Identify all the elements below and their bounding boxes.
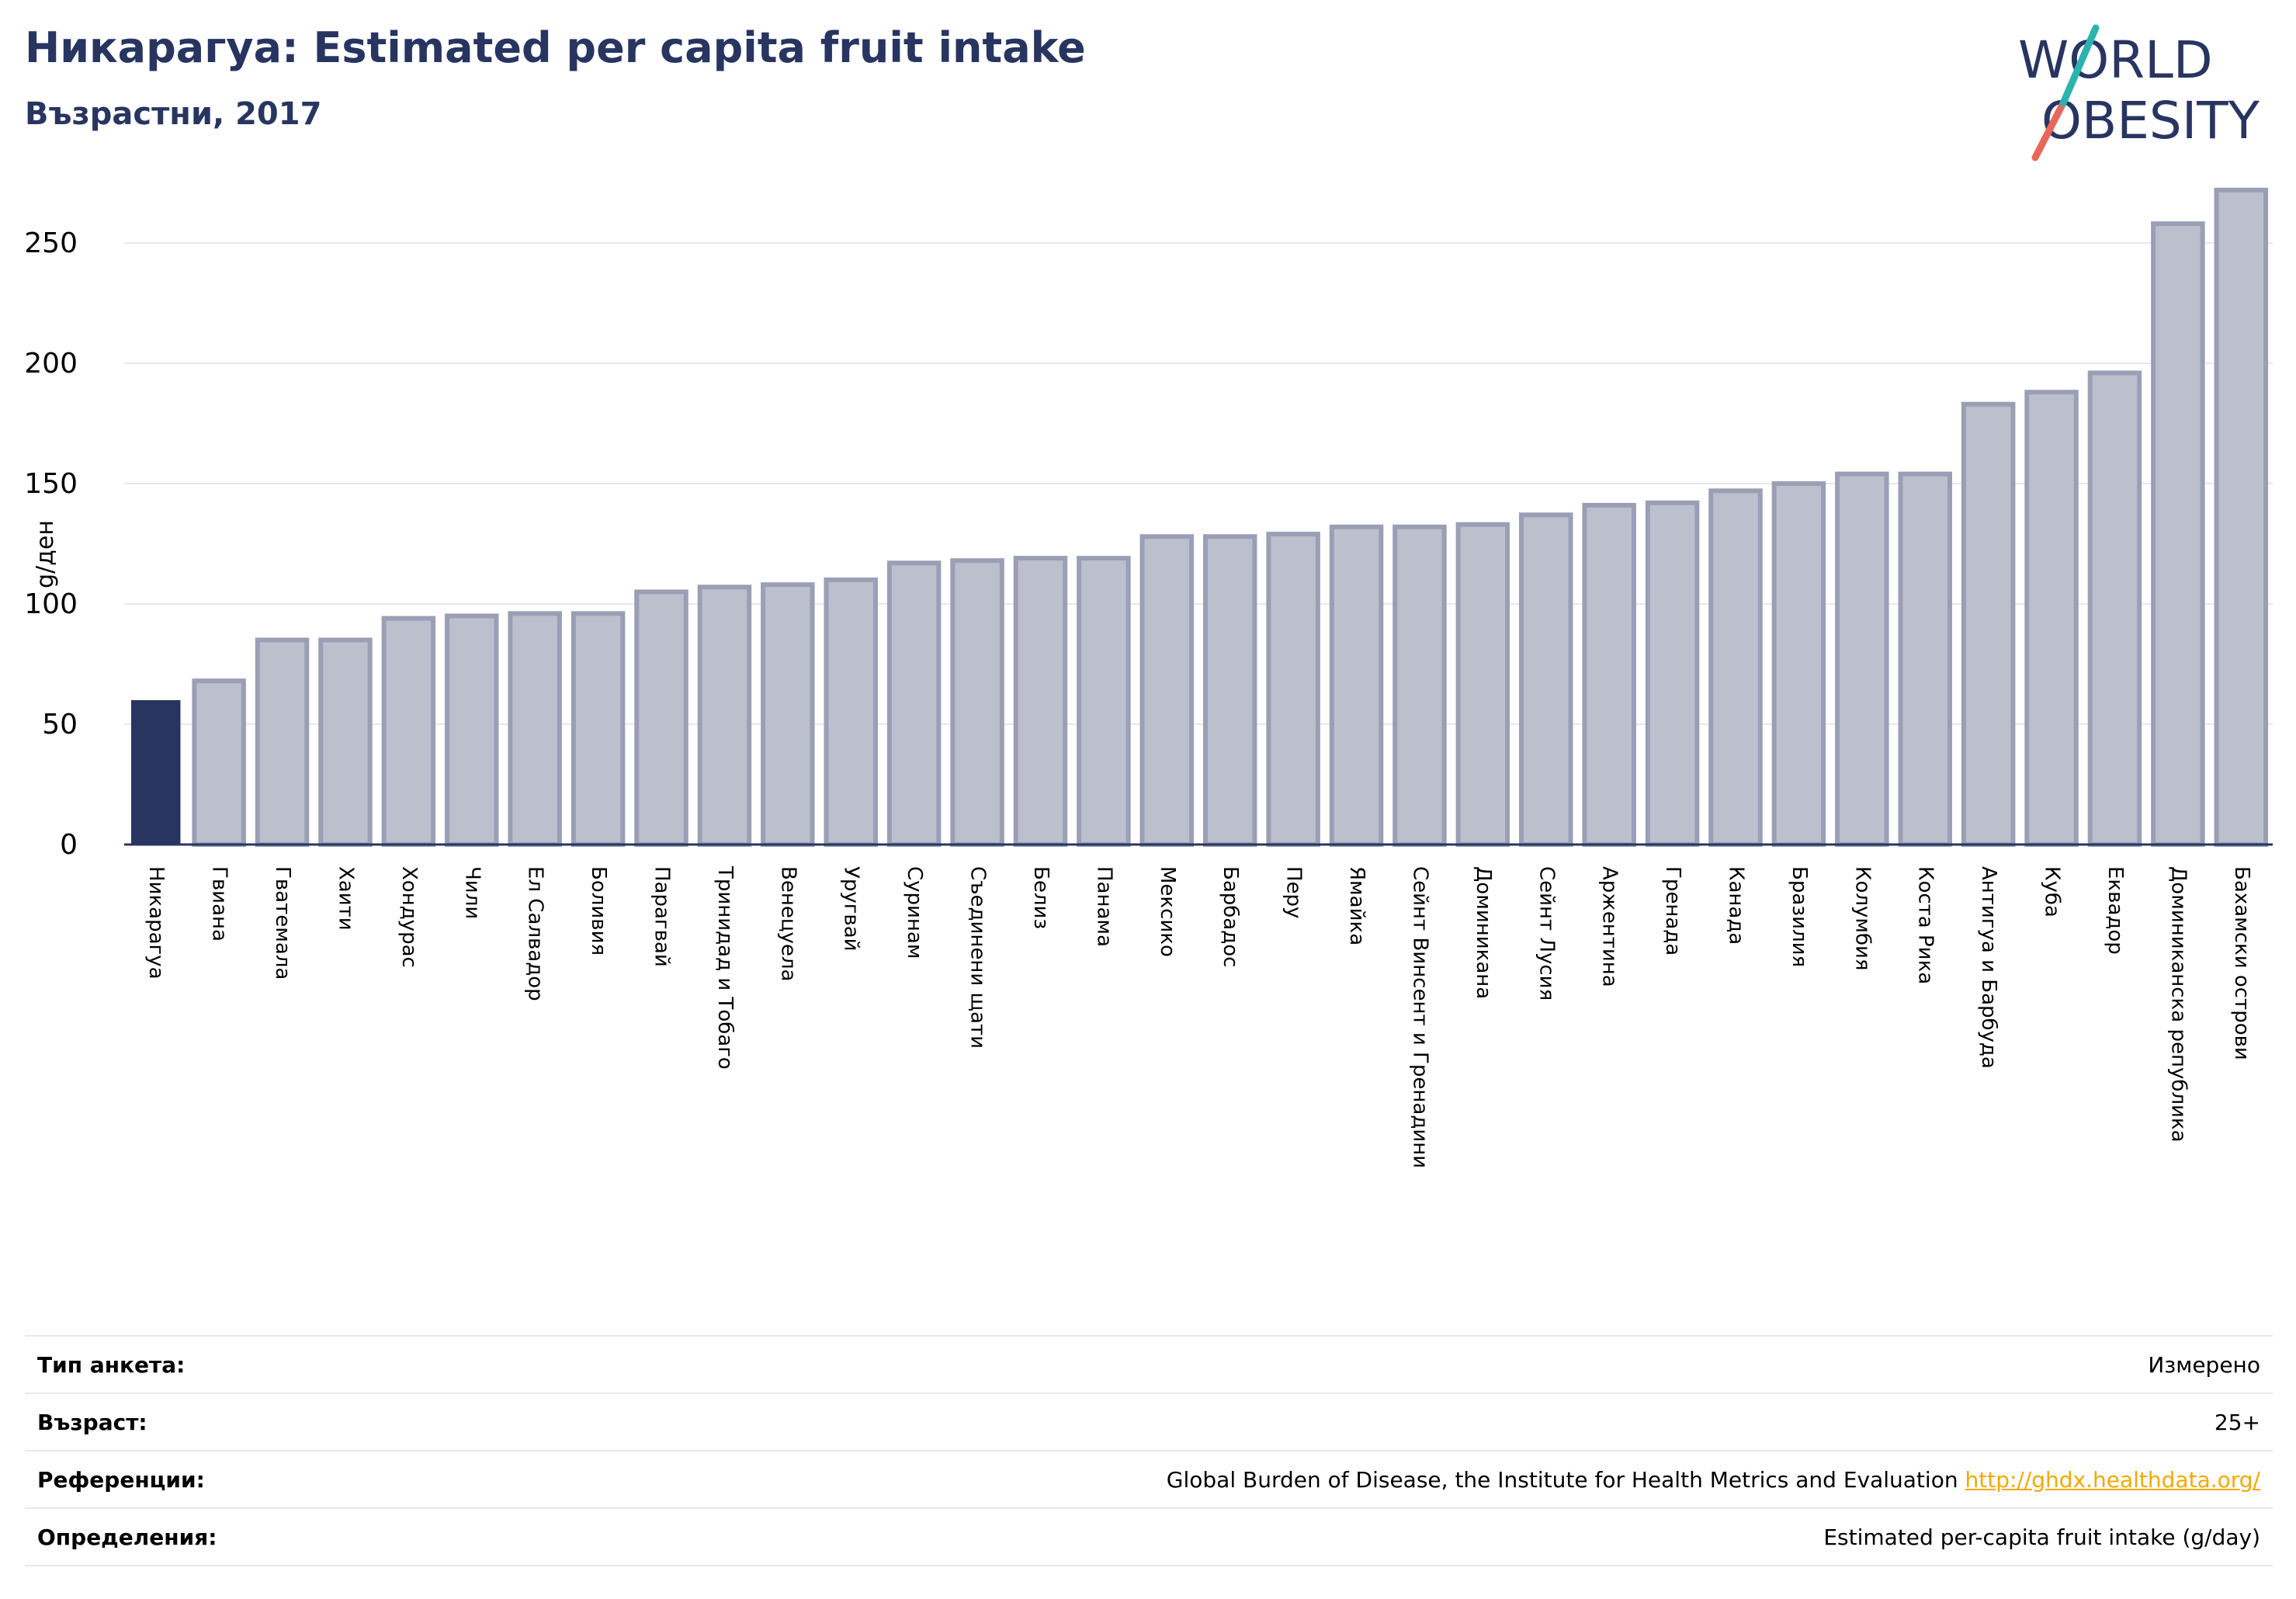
x-tick-label: Колумбия: [1850, 866, 1874, 971]
info-label: Определения:: [37, 1524, 217, 1550]
bar: [2214, 187, 2269, 848]
bar: [1077, 556, 1131, 847]
bar: [634, 589, 688, 847]
y-axis-label: g/ден: [32, 520, 59, 588]
chart-title: Никарагуа: Estimated per capita fruit in…: [25, 23, 1086, 72]
x-tick-label: Доминикана: [1472, 866, 1495, 999]
x-tick-label: Ямайка: [1345, 866, 1368, 945]
bar: [1708, 488, 1763, 847]
x-tick-label: Боливия: [587, 866, 610, 956]
bar: [761, 582, 815, 847]
x-tick-label: Сейнт Винсент и Гренадини: [1408, 866, 1431, 1168]
bar: [2024, 390, 2079, 847]
x-tick-label: Венецуела: [776, 866, 799, 981]
bar: [950, 558, 1004, 847]
bar: [1519, 512, 1573, 847]
logo-line1: WORLD: [2018, 30, 2213, 90]
x-tick-label: Съединени щати: [966, 866, 990, 1049]
bar: [2151, 221, 2205, 847]
bar: [381, 616, 436, 847]
x-tick-label: Никарагуа: [144, 866, 168, 980]
x-tick-label: Куба: [2041, 866, 2064, 917]
x-tick-label: Хаити: [334, 866, 357, 931]
x-tick-label: Ел Салвадор: [524, 866, 547, 1001]
x-tick-label: Мексико: [1156, 866, 1179, 957]
x-tick-label: Коста Рика: [1914, 866, 1937, 984]
info-row-definitions: Определения: Estimated per-capita fruit …: [25, 1507, 2273, 1566]
bar: [1329, 524, 1384, 847]
bar: [697, 584, 752, 847]
bar: [1645, 500, 1700, 847]
info-label: Тип анкета:: [37, 1352, 186, 1378]
bar: [508, 611, 562, 848]
x-tick-label: Хондурас: [397, 866, 421, 968]
y-tick-label: 100: [24, 588, 78, 620]
x-tick-label: Чили: [460, 866, 484, 919]
bar: [1013, 556, 1068, 847]
bar: [1266, 532, 1320, 847]
info-row-survey-type: Тип анкета: Измерено: [25, 1335, 2273, 1393]
reference-link[interactable]: http://ghdx.healthdata.org/: [1965, 1467, 2260, 1493]
bar-chart: 0 50 100 150 200 250 g/ден Никарагуа Гвиана Гвате…: [24, 187, 2273, 1168]
x-tick-label: Барбадос: [1219, 866, 1242, 967]
bar: [1139, 534, 1195, 847]
bar: [318, 637, 373, 847]
bar: [1835, 471, 1889, 847]
y-tick-label: 200: [24, 348, 78, 380]
x-tick-label: Доминиканска република: [2166, 866, 2190, 1143]
bar: [445, 613, 499, 847]
info-value-references: Global Burden of Disease, the Institute …: [1167, 1467, 2260, 1493]
info-label: Възраст:: [37, 1410, 147, 1435]
x-tick-label: Гренада: [1661, 866, 1684, 956]
bar: [192, 678, 246, 848]
info-table: Тип анкета: Измерено Възраст: 25+ Рефере…: [25, 1335, 2273, 1566]
y-tick-label: 50: [42, 709, 78, 741]
bar: [824, 578, 878, 847]
x-tick-label: Панама: [1092, 866, 1115, 947]
info-value: Измерено: [2148, 1352, 2260, 1378]
logo-teal-slash: [2059, 24, 2100, 107]
world-obesity-logo: WORLD OBESITY: [2018, 24, 2260, 161]
chart-subtitle: Възрастни, 2017: [25, 96, 322, 132]
bar: [886, 560, 942, 847]
bar: [1455, 522, 1510, 847]
info-row-references: Референции: Global Burden of Disease, th…: [25, 1450, 2273, 1507]
x-tick-label: Канада: [1725, 866, 1748, 945]
logo-coral-slash: [2031, 99, 2067, 161]
bar: [1393, 524, 1447, 847]
x-tick-label: Тринидад и Тобаго: [713, 865, 737, 1070]
x-tick-label: Аржентина: [1598, 866, 1621, 987]
y-tick-label: 0: [60, 829, 78, 861]
bar: [255, 637, 310, 847]
info-label: Референции:: [37, 1467, 205, 1493]
x-tick-label: Антигуа и Барбуда: [1977, 866, 2000, 1069]
x-tick-label: Перу: [1282, 866, 1306, 918]
x-tick-label: Белиз: [1029, 866, 1053, 929]
info-row-age: Възраст: 25+: [25, 1393, 2273, 1450]
reference-text: Global Burden of Disease, the Institute …: [1166, 1467, 1958, 1493]
info-value: 25+: [2214, 1410, 2260, 1435]
x-tick-label: Гватемала: [271, 866, 294, 980]
x-tick-label: Еквадор: [2104, 866, 2127, 955]
x-tick-label: Бразилия: [1788, 866, 1811, 967]
x-tick-label: Уругвай: [840, 866, 863, 952]
x-tick-label: Суринам: [903, 866, 926, 959]
info-value: Estimated per-capita fruit intake (g/day…: [1823, 1524, 2260, 1550]
y-tick-label: 250: [24, 227, 78, 259]
bar: [1898, 471, 1952, 847]
x-tick-label: Сейнт Лусия: [1535, 866, 1558, 1001]
x-tick-label: Гвиана: [208, 866, 231, 942]
x-tick-label: Бахамски острови: [2230, 866, 2253, 1060]
y-tick-label: 150: [24, 468, 78, 500]
bar: [2087, 370, 2142, 847]
bar: [130, 700, 181, 845]
bar: [1771, 481, 1826, 847]
bar: [1582, 502, 1636, 848]
bar: [1961, 401, 2016, 847]
x-tick-label: Парагвай: [650, 866, 674, 967]
logo-line2: OBESITY: [2041, 91, 2260, 151]
bar: [571, 611, 626, 848]
bar: [1202, 534, 1257, 847]
